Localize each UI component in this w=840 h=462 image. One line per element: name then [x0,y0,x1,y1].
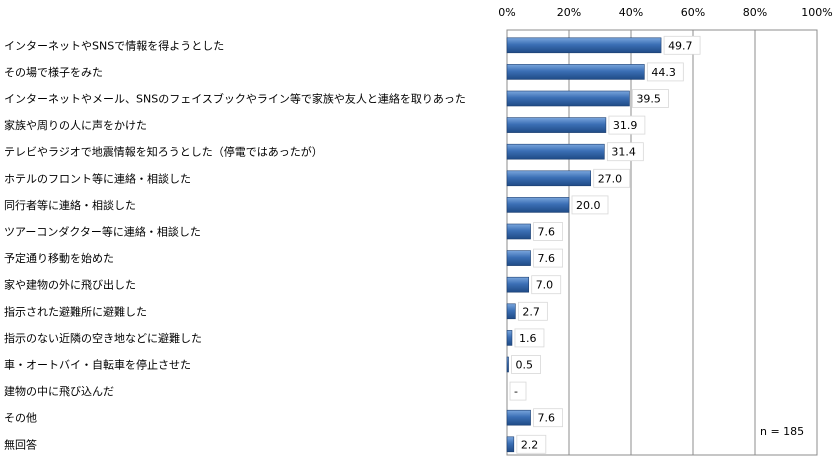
category-label: 家族や周りの人に声をかけた [4,118,147,132]
x-tick-label: 100% [801,6,832,19]
bar [506,276,530,293]
x-tick-label: 20% [557,6,581,19]
data-label: 7.0 [536,279,554,292]
bar [506,90,630,107]
data-label-box [531,275,562,295]
data-label: - [514,385,518,398]
data-label-box [511,355,541,374]
data-label-box [646,62,684,82]
data-label: 27.0 [598,172,623,185]
plot-frame [506,29,818,456]
bar [506,37,662,54]
data-label-box [663,35,701,55]
data-label-box [514,328,545,348]
data-label-box [533,408,563,428]
bar [506,197,570,213]
data-labels: 49.7 44.3 39.5 31.9 31.4 27.0 20.0 7.6 7.6 7.0 2.7… [509,35,701,454]
data-label: 2.2 [521,438,539,451]
category-label: 予定通り移動を始めた [4,251,114,265]
category-label: その場で様子をみた [4,65,103,79]
data-label-box [509,381,527,401]
data-label: 44.3 [651,66,676,79]
bar [506,356,509,373]
data-label-box [533,222,563,241]
data-label-box [533,248,563,268]
bar [506,223,531,240]
x-tick-label: 60% [681,6,705,19]
bar [506,170,591,187]
data-label: 49.7 [668,39,693,52]
data-label: 31.9 [613,119,638,132]
category-label: 車・オートバイ・自転車を停止させた [4,358,191,372]
x-tick-label: 80% [743,6,767,19]
data-label-box [608,115,646,135]
data-label-box [632,89,669,108]
data-label: 2.7 [522,305,540,318]
data-label: 31.4 [611,146,636,159]
grid-lines [506,29,818,456]
data-label: 20.0 [576,199,601,212]
category-label: インターネットやメール、SNSのフェイスブックやライン等で家族や友人と連絡を取り… [4,92,466,106]
category-label: ツアーコンダクター等に連絡・相談した [4,225,201,239]
data-label: 7.6 [538,412,556,425]
bar [506,64,645,80]
x-tick-label: 40% [619,6,643,19]
category-label: 同行者等に連絡・相談した [4,198,136,212]
category-label: インターネットやSNSで情報を得ようとした [4,39,224,52]
category-labels: インターネットやSNSで情報を得ようとしたその場で様子をみたインターネットやメー… [4,39,466,451]
bar [506,330,513,346]
data-label-box [571,195,609,215]
category-label: ホテルのフロント等に連絡・相談した [4,171,191,185]
category-label: テレビやラジオで地震情報を知ろうとした（停電ではあったが） [4,145,323,159]
category-label: その他 [4,412,37,425]
bars [506,37,662,453]
bar [506,303,516,320]
data-label: 7.6 [538,252,556,265]
data-label: 7.6 [538,226,556,239]
data-label: 39.5 [636,93,661,106]
data-label-box [606,142,644,162]
data-label-box [517,301,548,321]
bar [506,143,605,160]
category-label: 建物の中に飛び込んだ [4,384,114,398]
data-label-box [593,168,631,188]
category-label: 家や建物の外に飛び出した [4,278,136,292]
sample-size-note: n = 185 [760,425,804,438]
data-label-box [516,434,547,454]
bar [506,436,515,453]
data-label: 0.5 [516,359,534,372]
category-label: 無回答 [4,437,37,451]
category-label: 指示された避難所に避難した [4,304,147,318]
bar [506,117,607,133]
x-axis-tick-labels: 0% 20% 40% 60% 80% 100% [498,6,832,19]
data-label: 1.6 [519,332,537,345]
bar [506,250,531,266]
bar [506,409,531,426]
category-label: 指示のない近隣の空き地などに避難した [4,331,202,345]
x-tick-label: 0% [498,6,515,19]
